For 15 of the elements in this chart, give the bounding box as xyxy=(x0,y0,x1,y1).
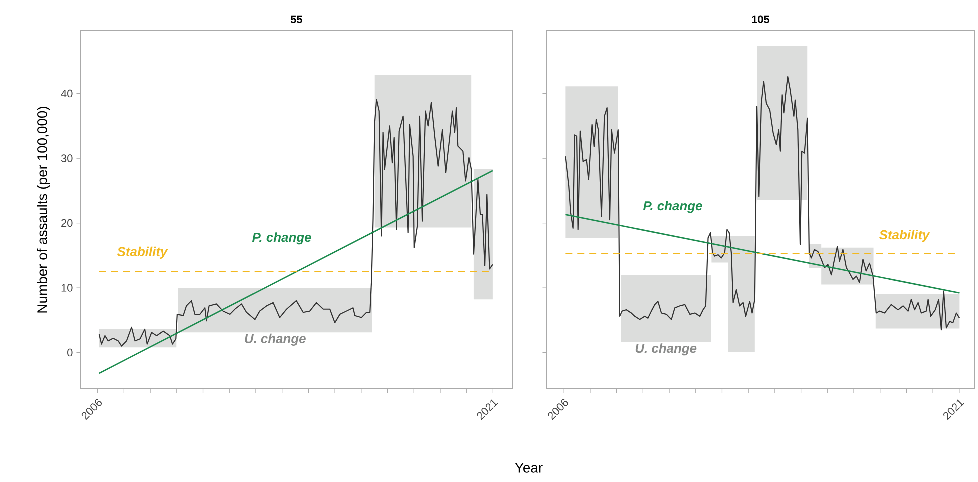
y-tick-label: 10 xyxy=(62,284,73,292)
y-tick-label: 20 xyxy=(62,219,73,228)
ref-line-label: Stability xyxy=(879,230,930,242)
y-axis-title: Number of assaults (per 100,000) xyxy=(37,107,50,313)
chart-title: 55 xyxy=(290,16,302,24)
chart-title: 105 xyxy=(752,16,770,24)
y-tick-label: 0 xyxy=(68,348,73,357)
annotation: U. change xyxy=(636,344,697,356)
x-axis-title: Year xyxy=(515,463,543,473)
y-tick-label: 40 xyxy=(61,90,73,98)
ref-line-label: Stability xyxy=(117,246,168,259)
series-label: P. change xyxy=(252,232,312,245)
annotation: U. change xyxy=(245,334,306,346)
series-label: P. change xyxy=(643,201,702,214)
y-tick-label: 30 xyxy=(61,154,73,162)
